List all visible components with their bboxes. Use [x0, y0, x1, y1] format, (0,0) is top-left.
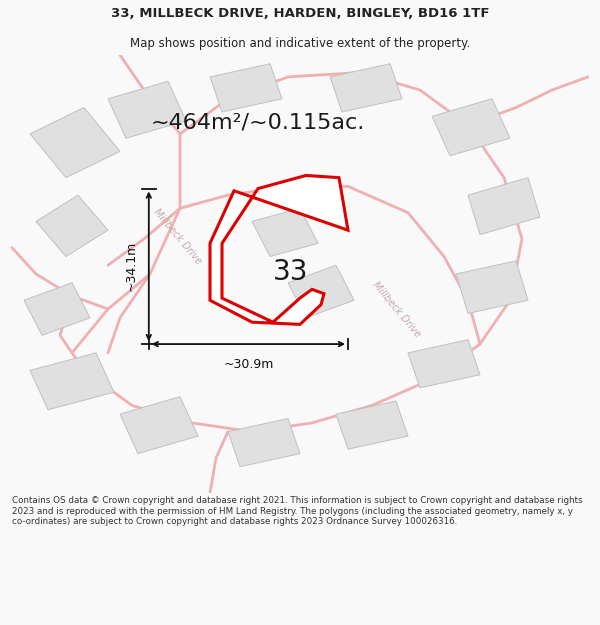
Text: Millbeck Drive: Millbeck Drive: [151, 207, 203, 266]
Text: Contains OS data © Crown copyright and database right 2021. This information is : Contains OS data © Crown copyright and d…: [12, 496, 583, 526]
Polygon shape: [288, 265, 354, 318]
Polygon shape: [252, 208, 318, 256]
Polygon shape: [228, 419, 300, 467]
Polygon shape: [36, 195, 108, 256]
Polygon shape: [120, 397, 198, 454]
Text: ~464m²/~0.115ac.: ~464m²/~0.115ac.: [151, 113, 365, 133]
Polygon shape: [408, 340, 480, 388]
Polygon shape: [210, 64, 282, 112]
Polygon shape: [330, 64, 402, 112]
Text: Millbeck Drive: Millbeck Drive: [370, 279, 422, 339]
Text: 33: 33: [273, 258, 309, 286]
Text: 33, MILLBECK DRIVE, HARDEN, BINGLEY, BD16 1TF: 33, MILLBECK DRIVE, HARDEN, BINGLEY, BD1…: [111, 8, 489, 20]
Polygon shape: [456, 261, 528, 313]
Polygon shape: [210, 176, 348, 324]
Polygon shape: [30, 353, 114, 410]
Polygon shape: [30, 107, 120, 177]
Polygon shape: [108, 81, 186, 138]
Polygon shape: [24, 282, 90, 336]
Text: ~34.1m: ~34.1m: [125, 241, 138, 291]
Polygon shape: [468, 177, 540, 234]
Text: Map shows position and indicative extent of the property.: Map shows position and indicative extent…: [130, 38, 470, 51]
Polygon shape: [336, 401, 408, 449]
Text: ~30.9m: ~30.9m: [223, 358, 274, 371]
Polygon shape: [432, 99, 510, 156]
